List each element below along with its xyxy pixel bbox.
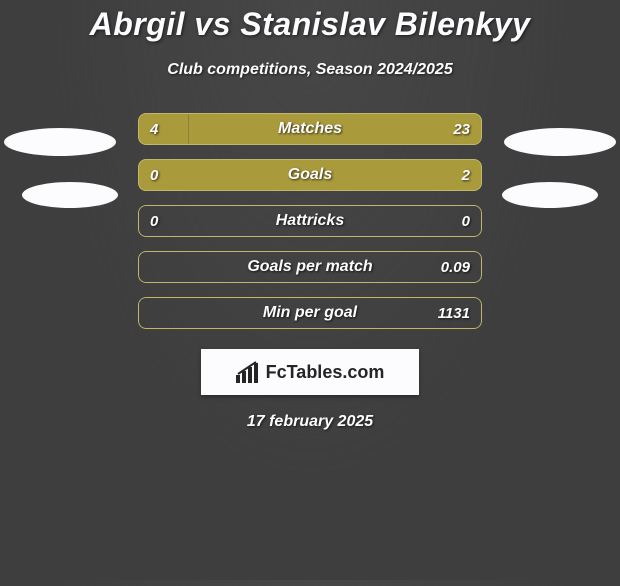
stat-row: Min per goal1131 [138, 297, 482, 329]
stat-row: Goals02 [138, 159, 482, 191]
stat-row: Matches423 [138, 113, 482, 145]
stat-value-right: 2 [462, 159, 470, 191]
stat-bar-track [138, 297, 482, 329]
stat-bar-track [138, 205, 482, 237]
stat-bar-track [138, 251, 482, 283]
brand-card[interactable]: FcTables.com [201, 349, 419, 395]
stat-value-right: 0 [462, 205, 470, 237]
player-right-badge [504, 128, 616, 156]
page-title: Abrgil vs Stanislav Bilenkyy [0, 6, 620, 43]
stat-row: Goals per match0.09 [138, 251, 482, 283]
brand-chart-icon [236, 361, 260, 383]
stat-value-left: 4 [150, 113, 158, 145]
stat-bar-track [138, 159, 482, 191]
stat-bar-left [138, 113, 189, 145]
player-left-badge [4, 128, 116, 156]
player-left-badge-secondary [22, 182, 118, 208]
stat-value-right: 23 [453, 113, 470, 145]
stat-bar-right [139, 159, 482, 191]
player-right-badge-secondary [502, 182, 598, 208]
stat-bar-right [189, 113, 482, 145]
stat-bar-track [138, 113, 482, 145]
brand-text: FcTables.com [266, 362, 385, 383]
stat-value-right: 0.09 [441, 251, 470, 283]
stat-value-right: 1131 [438, 297, 470, 329]
stat-row: Hattricks00 [138, 205, 482, 237]
subtitle: Club competitions, Season 2024/2025 [0, 61, 620, 79]
date: 17 february 2025 [0, 413, 620, 431]
stat-value-left: 0 [150, 159, 158, 191]
stat-value-left: 0 [150, 205, 158, 237]
